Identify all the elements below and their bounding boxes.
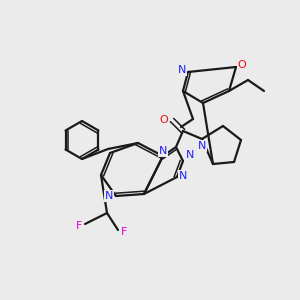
Text: N: N <box>198 141 206 151</box>
Text: N: N <box>178 65 186 75</box>
Text: N: N <box>105 191 113 201</box>
Text: N: N <box>159 146 167 156</box>
Text: N: N <box>179 171 187 181</box>
Text: F: F <box>121 227 127 237</box>
Text: N: N <box>186 150 194 160</box>
Text: O: O <box>160 115 168 125</box>
Text: F: F <box>76 221 82 231</box>
Text: O: O <box>238 60 246 70</box>
